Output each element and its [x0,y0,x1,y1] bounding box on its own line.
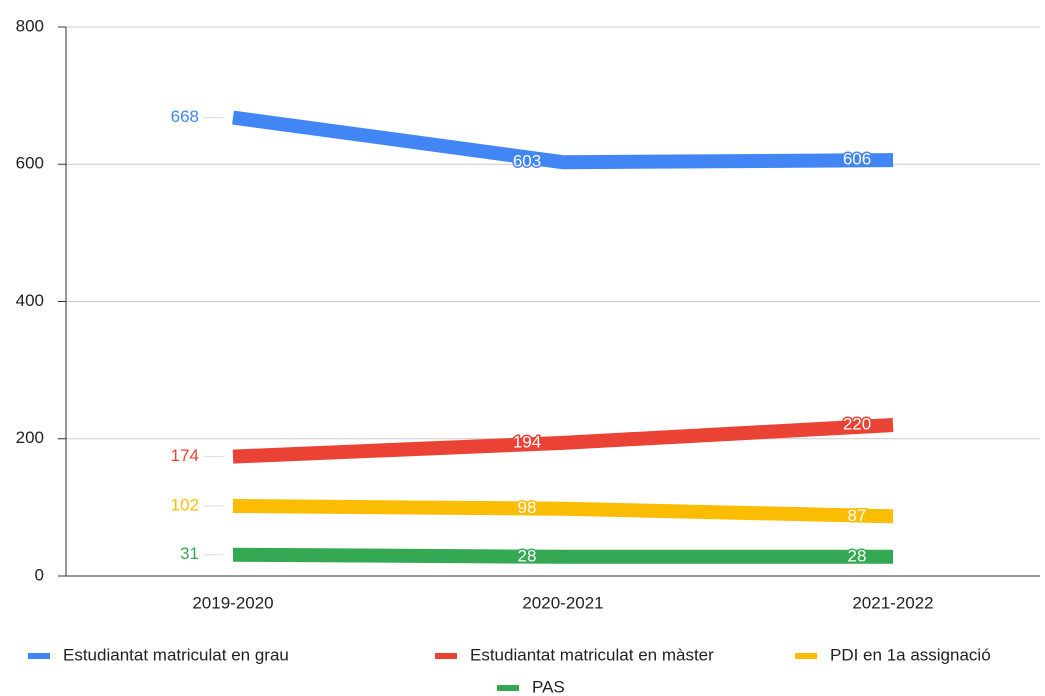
y-tick-label: 200 [16,428,44,447]
y-tick-label: 400 [16,291,44,310]
legend-marker [435,653,457,659]
data-label: 102 [171,495,199,514]
legend-label: Estudiantat matriculat en grau [63,645,289,664]
data-label: 31 [180,544,199,563]
line [232,418,894,464]
data-label: 98 [518,498,537,517]
x-tick-label: 2021-2022 [852,593,933,612]
data-label: 668 [171,107,199,126]
line [232,110,894,170]
line [232,499,894,524]
legend-label: PAS [532,677,565,696]
legend-marker [28,653,50,659]
data-label: 28 [518,546,537,565]
x-tick-label: 2020-2021 [522,593,603,612]
y-tick-label: 0 [35,565,44,584]
legend-label: PDI en 1a assignació [830,645,991,664]
data-label: 174 [171,446,199,465]
legend-marker [497,685,519,691]
line [232,547,893,564]
data-label: 87 [848,506,867,525]
data-label: 194 [513,432,541,451]
y-tick-label: 800 [16,16,44,35]
legend-marker [795,653,817,659]
data-label: 606 [843,150,871,169]
x-tick-label: 2019-2020 [192,593,273,612]
data-label: 28 [848,546,867,565]
data-label: 603 [513,152,541,171]
y-tick-label: 600 [16,154,44,173]
data-label: 220 [843,415,871,434]
legend-label: Estudiantat matriculat en màster [470,645,714,664]
